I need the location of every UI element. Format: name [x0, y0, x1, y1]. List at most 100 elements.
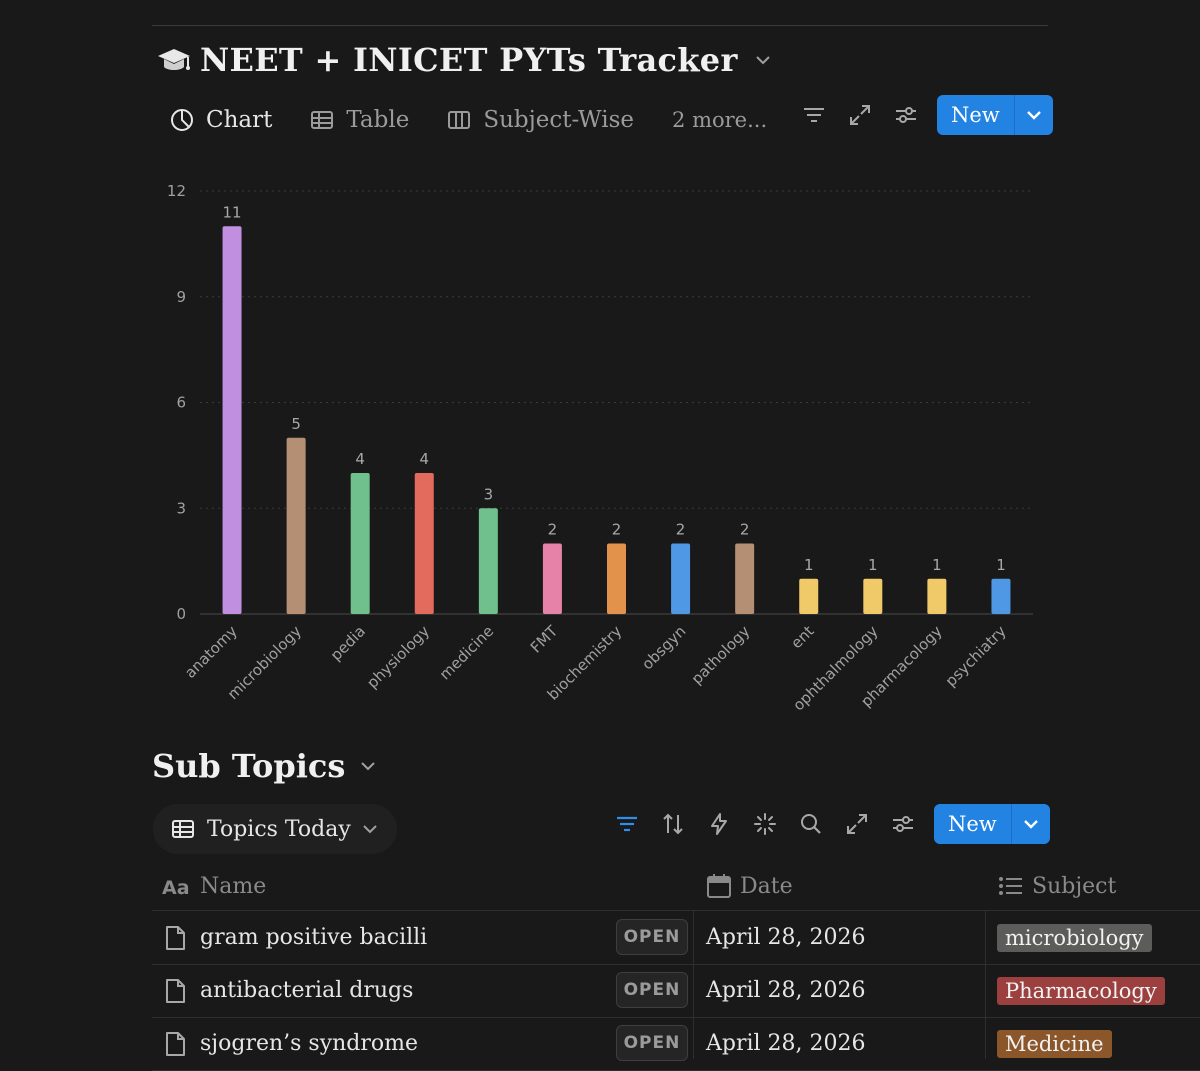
table-icon [172, 820, 194, 838]
subject-tag: Medicine [997, 1029, 1112, 1058]
subtopics-header: Sub Topics [152, 742, 377, 790]
expand-icon [850, 105, 870, 125]
new-dropdown-button[interactable] [1012, 804, 1050, 844]
data-label: 11 [222, 203, 241, 221]
tab-chart[interactable]: Chart [170, 107, 272, 133]
graduation-cap-icon [158, 49, 190, 70]
chevron-down-icon [1026, 111, 1041, 120]
board-icon [448, 111, 471, 129]
automation-button[interactable] [704, 809, 734, 839]
calendar-icon [707, 874, 731, 898]
bar-pharmacology[interactable] [927, 578, 947, 614]
x-tick-label: psychiatry [942, 622, 1010, 690]
data-label: 2 [548, 521, 558, 539]
date-cell[interactable]: April 28, 2026 [706, 1031, 866, 1056]
name-cell[interactable]: sjogren’s syndrome [164, 1017, 418, 1070]
chevron-down-icon[interactable] [359, 757, 377, 775]
sort-button[interactable] [658, 809, 688, 839]
bar-pathology[interactable] [735, 543, 755, 615]
y-tick-label: 0 [176, 605, 186, 623]
table-row[interactable]: antibacterial drugs OPEN April 28, 2026 … [152, 964, 1200, 1018]
expand-button[interactable] [845, 100, 875, 130]
x-tick-label: ent [787, 622, 817, 652]
data-label: 1 [868, 556, 878, 574]
expand-button[interactable] [842, 809, 872, 839]
open-button[interactable]: OPEN [616, 919, 688, 955]
subject-tag: microbiology [997, 923, 1152, 952]
x-tick-label: obsgyn [638, 622, 689, 673]
open-button[interactable]: OPEN [616, 1025, 688, 1061]
svg-text:Aa: Aa [162, 877, 190, 897]
x-tick-label: anatomy [181, 622, 241, 682]
view-selector[interactable]: Topics Today [153, 804, 397, 854]
bar-medicine[interactable] [478, 508, 498, 614]
date-cell[interactable]: April 28, 2026 [706, 978, 866, 1003]
new-button-label[interactable]: New [937, 95, 1015, 135]
bar-obsgyn[interactable] [671, 543, 691, 615]
table-row[interactable]: gram positive bacilli OPEN April 28, 202… [152, 911, 1200, 965]
column-header-name[interactable]: Aa Name [162, 873, 267, 899]
settings-button[interactable] [888, 809, 918, 839]
filter-button[interactable] [799, 100, 829, 130]
top-divider [152, 25, 1048, 26]
bar-ophthalmology[interactable] [863, 578, 883, 614]
view-selector-label: Topics Today [207, 816, 351, 842]
bar-physiology[interactable] [414, 473, 434, 614]
bar-psychiatry[interactable] [991, 578, 1011, 614]
bar-microbiology[interactable] [286, 437, 306, 614]
date-cell[interactable]: April 28, 2026 [706, 925, 866, 950]
column-header-subject[interactable]: Subject [998, 862, 1116, 910]
chevron-down-icon[interactable] [754, 51, 772, 69]
tab-table[interactable]: Table [310, 107, 409, 133]
chevron-down-icon [1023, 820, 1038, 829]
search-button[interactable] [796, 809, 826, 839]
new-dropdown-button[interactable] [1015, 95, 1053, 135]
filter-icon [804, 108, 824, 122]
open-button[interactable]: OPEN [616, 972, 688, 1008]
list-icon [999, 877, 1022, 895]
more-views-button[interactable]: 2 more... [672, 108, 768, 132]
table-row[interactable]: sjogren’s syndrome OPEN April 28, 2026 M… [152, 1017, 1200, 1071]
pie-chart-icon [171, 109, 193, 131]
ai-button[interactable] [750, 809, 780, 839]
bar-biochemistry[interactable] [607, 543, 626, 615]
name-cell[interactable]: antibacterial drugs [164, 964, 413, 1017]
database-title[interactable]: NEET + INICET PYTs Tracker [200, 41, 738, 79]
bar-anatomy[interactable] [222, 226, 242, 614]
subject-cell[interactable]: Medicine [997, 1017, 1112, 1070]
y-tick-label: 3 [176, 499, 186, 517]
page-icon [166, 978, 185, 1003]
data-label: 5 [291, 415, 301, 433]
data-label: 2 [612, 521, 622, 539]
y-tick-label: 9 [176, 288, 186, 306]
subject-tag: Pharmacology [997, 976, 1165, 1005]
x-tick-label: FMT [527, 622, 562, 657]
database-toolbar: New [799, 95, 1053, 135]
bar-ent[interactable] [799, 578, 819, 614]
name-cell[interactable]: gram positive bacilli [164, 911, 427, 964]
text-property-icon: Aa [162, 877, 190, 897]
new-button[interactable]: New [937, 95, 1053, 135]
subject-cell[interactable]: microbiology [997, 911, 1152, 964]
data-label: 2 [740, 521, 750, 539]
column-header-date[interactable]: Date [706, 862, 793, 910]
subject-cell[interactable]: Pharmacology [997, 964, 1165, 1017]
page-icon [166, 1031, 185, 1056]
tab-subject-wise[interactable]: Subject-Wise [447, 107, 634, 133]
new-button[interactable]: New [934, 804, 1050, 844]
y-tick-label: 12 [167, 182, 186, 200]
bar-FMT[interactable] [542, 543, 562, 615]
settings-button[interactable] [891, 100, 921, 130]
new-button-label[interactable]: New [934, 804, 1012, 844]
column-divider [693, 911, 694, 1059]
filter-button[interactable] [612, 809, 642, 839]
data-label: 4 [419, 450, 429, 468]
subtopics-title[interactable]: Sub Topics [152, 747, 346, 785]
y-tick-label: 6 [176, 394, 186, 412]
x-tick-label: medicine [436, 622, 497, 683]
bar-pedia[interactable] [350, 473, 370, 614]
x-tick-label: pathology [688, 622, 754, 688]
chevron-down-icon [363, 825, 377, 834]
chart-y-axis: 0 3 6 9 12 [167, 182, 186, 623]
